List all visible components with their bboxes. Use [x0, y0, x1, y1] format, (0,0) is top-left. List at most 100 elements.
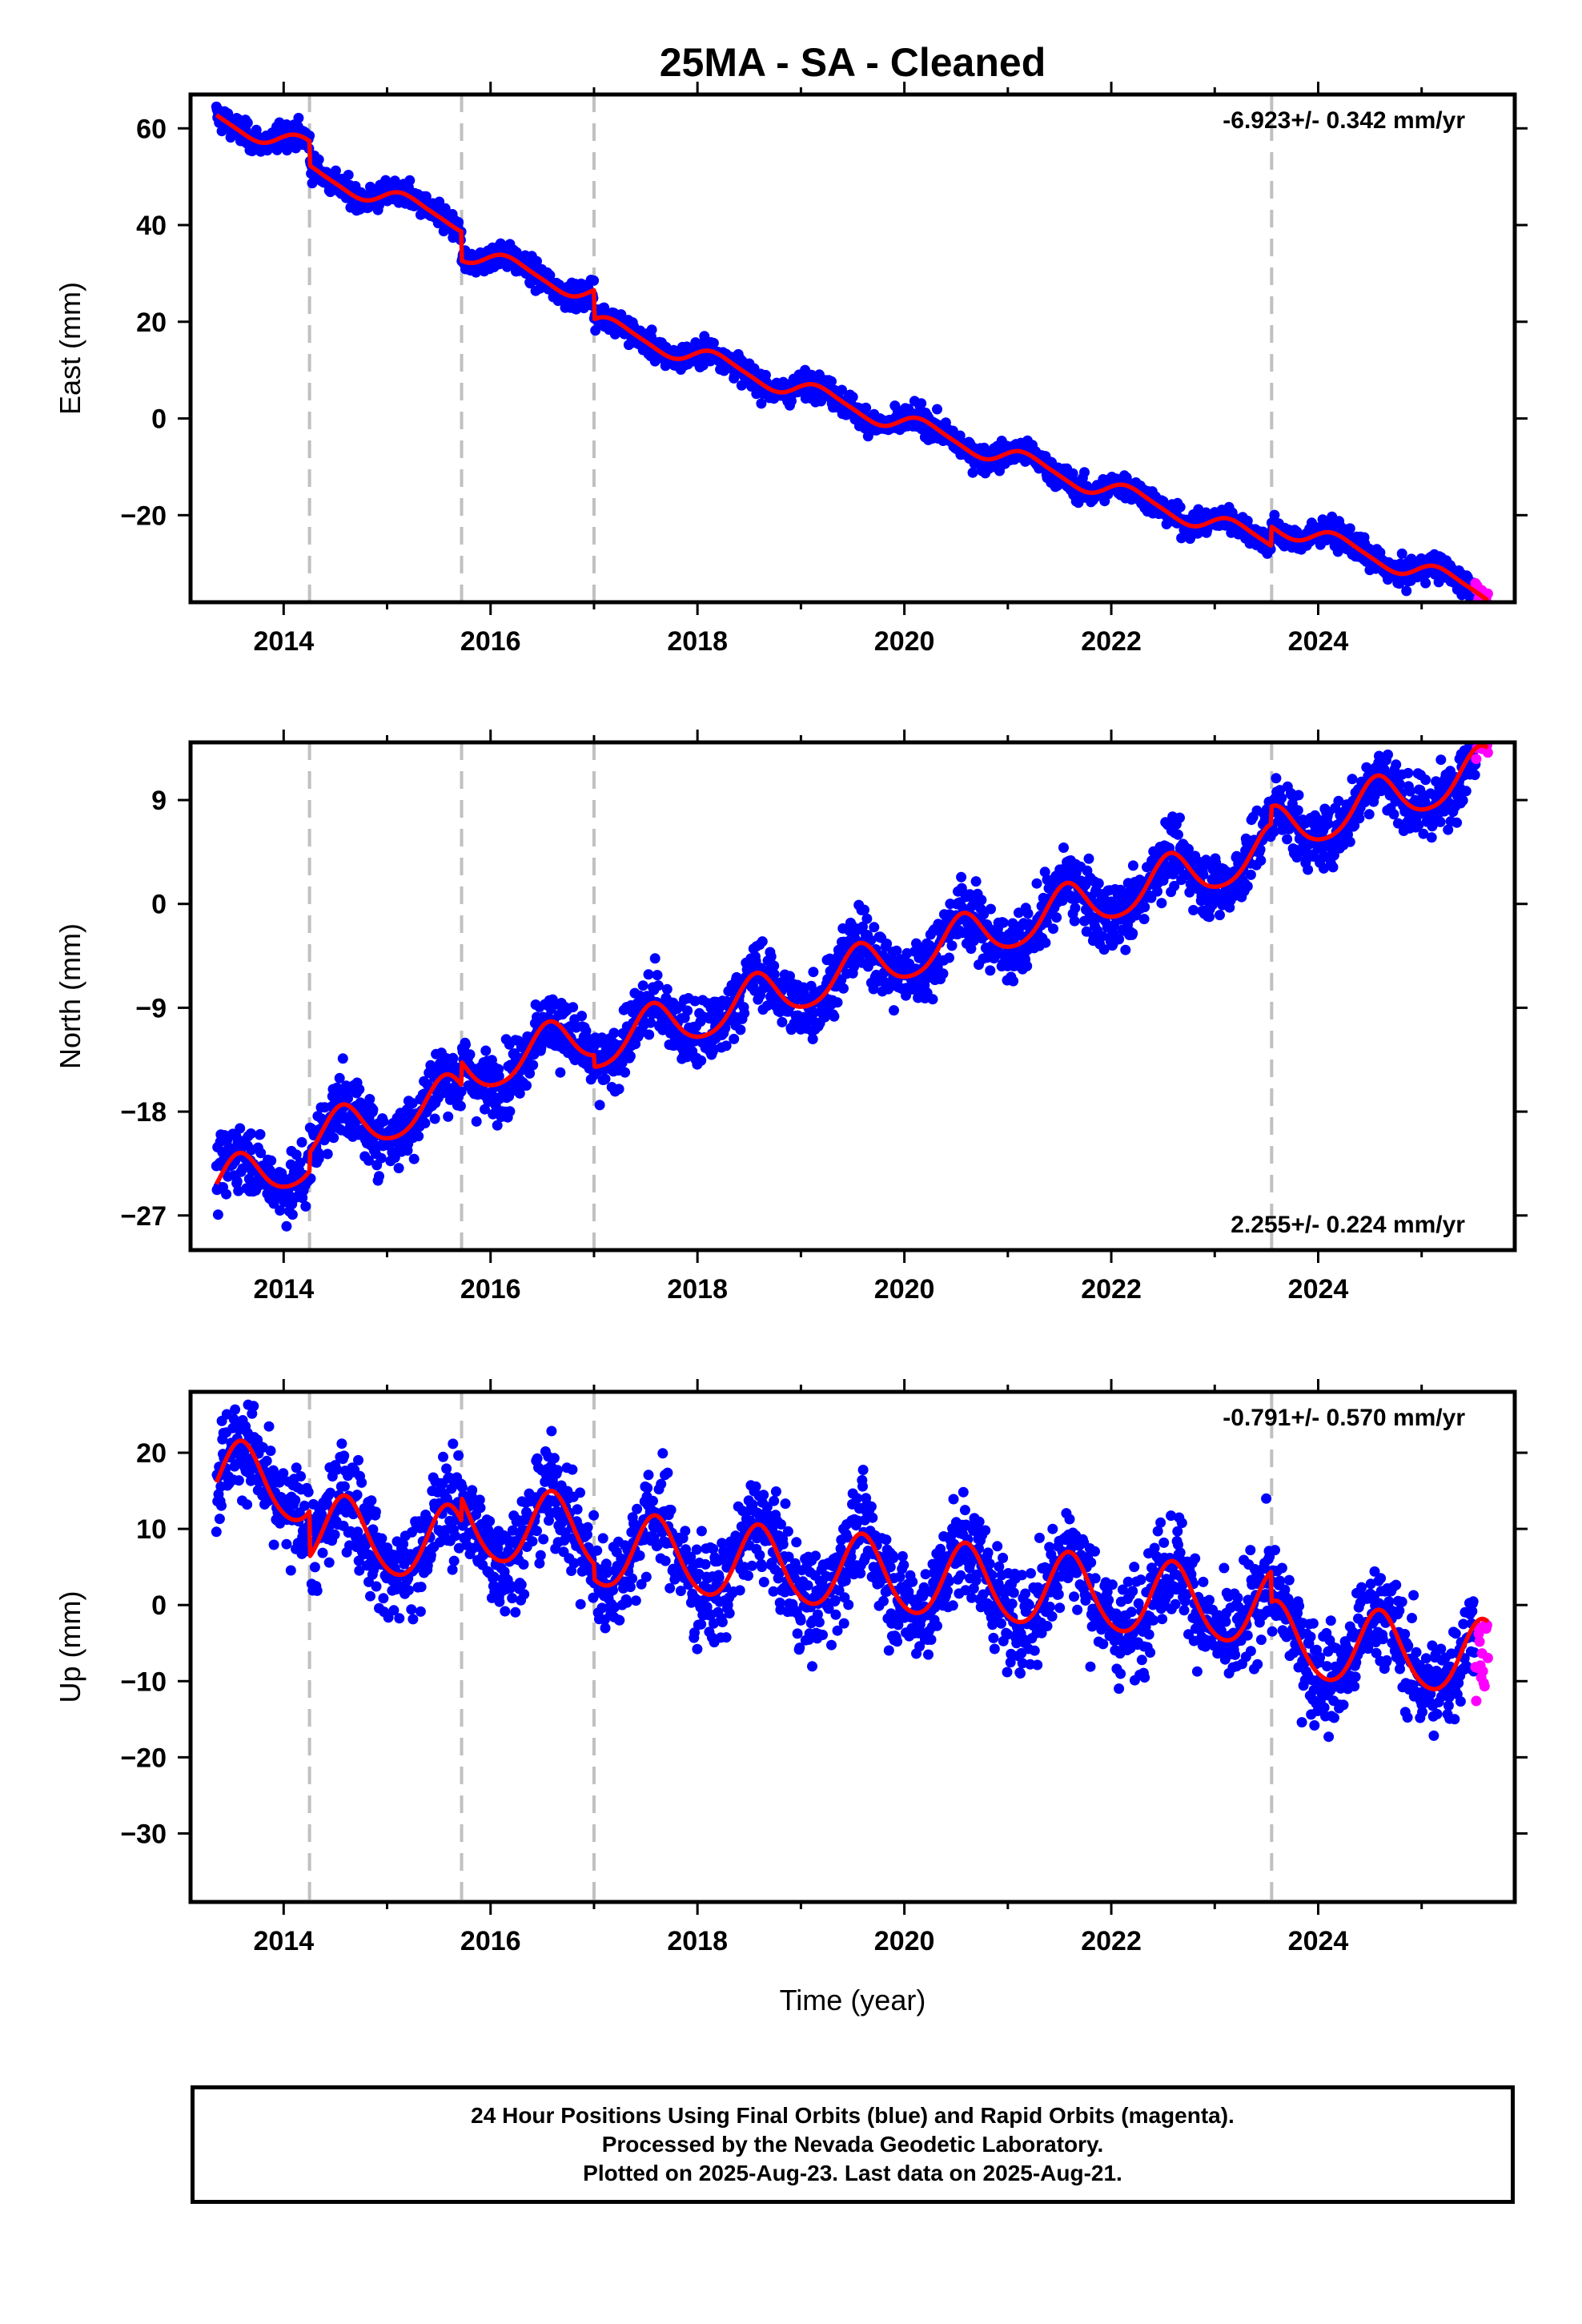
final-orbit-point [869, 922, 880, 933]
final-orbit-point [404, 175, 416, 186]
final-orbit-point [300, 1200, 311, 1212]
x-tick-label: 2018 [667, 1274, 728, 1305]
x-tick-label: 2016 [460, 1274, 521, 1305]
final-orbit-point [699, 331, 710, 342]
x-tick-label: 2024 [1288, 626, 1349, 657]
final-orbit-point [336, 1438, 347, 1449]
final-orbit-point [576, 1011, 588, 1022]
final-orbit-point [464, 1049, 476, 1060]
rapid-orbit-point [1479, 726, 1489, 737]
final-orbit-point [221, 1188, 232, 1200]
final-orbit-point [859, 904, 869, 915]
y-tick-label: 40 [136, 211, 167, 241]
final-orbit-point [281, 1220, 292, 1232]
final-orbit-point [521, 1080, 532, 1091]
final-orbit-point [242, 1499, 253, 1510]
final-orbit-point [1255, 855, 1267, 866]
final-orbit-point [1452, 817, 1463, 828]
final-orbit-point [985, 965, 996, 976]
final-orbit-point [1327, 862, 1339, 873]
final-orbit-point [847, 392, 858, 403]
final-orbit-point [413, 1131, 424, 1142]
final-orbit-point [1022, 960, 1033, 971]
final-orbit-point [1347, 774, 1358, 785]
final-orbit-point [729, 1033, 740, 1044]
final-orbit-point [916, 398, 927, 409]
final-orbit-point [613, 1084, 624, 1095]
final-orbit-point [1031, 878, 1042, 889]
final-orbit-point [1245, 869, 1256, 880]
final-orbit-point [637, 980, 648, 991]
final-orbit-point [1093, 878, 1104, 889]
final-orbit-point [889, 1005, 899, 1016]
final-orbit-point [480, 1045, 492, 1056]
final-orbit-point [829, 1011, 840, 1022]
final-orbit-point [1383, 749, 1393, 760]
final-orbit-point [504, 1106, 516, 1117]
final-orbit-point [231, 1374, 241, 1385]
final-orbit-point [1048, 923, 1058, 935]
final-orbit-point [323, 1557, 335, 1568]
final-orbit-point [1435, 816, 1446, 827]
y-tick-label: −18 [120, 1097, 167, 1128]
data-points-east [211, 101, 1493, 602]
final-orbit-point [261, 1455, 272, 1466]
final-orbit-point [214, 1514, 225, 1525]
final-orbit-point [455, 1100, 466, 1112]
final-orbit-point [588, 275, 600, 286]
final-orbit-point [453, 217, 464, 227]
final-orbit-point [460, 1039, 471, 1050]
final-orbit-point [1276, 792, 1287, 803]
final-orbit-point [624, 1051, 636, 1062]
final-orbit-point [339, 1481, 350, 1492]
y-tick-label: 60 [136, 114, 167, 144]
final-orbit-point [1303, 864, 1314, 875]
final-orbit-point [290, 1494, 301, 1506]
final-orbit-point [329, 1529, 340, 1540]
y-axis-label: East (mm) [54, 282, 86, 415]
final-orbit-point [299, 1500, 310, 1511]
final-orbit-point [838, 983, 849, 994]
final-orbit-point [1173, 829, 1183, 840]
final-orbit-point [967, 467, 978, 478]
final-orbit-point [1344, 836, 1355, 847]
rapid-orbit-point [1476, 726, 1487, 737]
final-orbit-point [1269, 509, 1280, 521]
final-orbit-point [826, 376, 837, 387]
final-orbit-point [808, 967, 819, 978]
final-orbit-point [1174, 501, 1186, 513]
final-orbit-point [786, 396, 797, 407]
final-orbit-point [337, 1053, 348, 1064]
final-orbit-point [998, 917, 1009, 928]
x-tick-label: 2022 [1081, 1274, 1142, 1305]
final-orbit-point [265, 1445, 276, 1457]
final-orbit-point [328, 1132, 339, 1144]
final-orbit-point [756, 398, 767, 409]
final-orbit-point [1121, 472, 1132, 483]
final-orbit-point [434, 196, 445, 207]
final-orbit-point [471, 1116, 482, 1127]
final-orbit-point [600, 1073, 611, 1084]
final-orbit-point [1344, 523, 1355, 534]
final-orbit-point [956, 871, 967, 883]
final-orbit-point [946, 940, 958, 951]
final-orbit-point [532, 255, 542, 267]
final-orbit-point [393, 1163, 404, 1174]
final-orbit-point [861, 402, 872, 413]
x-tick-label: 2022 [1081, 626, 1142, 657]
final-orbit-point [367, 1104, 379, 1116]
final-orbit-point [354, 1084, 365, 1095]
final-orbit-point [708, 337, 719, 348]
final-orbit-point [1293, 790, 1304, 801]
final-orbit-point [1008, 975, 1019, 987]
final-orbit-point [1396, 548, 1407, 559]
final-orbit-point [757, 936, 768, 947]
final-orbit-point [285, 1565, 296, 1576]
final-orbit-point [1292, 805, 1303, 816]
final-orbit-point [322, 1148, 333, 1160]
final-orbit-point [1174, 812, 1185, 823]
rapid-orbit-point [1474, 728, 1484, 738]
final-orbit-point [594, 1100, 605, 1111]
final-orbit-point [861, 913, 873, 924]
